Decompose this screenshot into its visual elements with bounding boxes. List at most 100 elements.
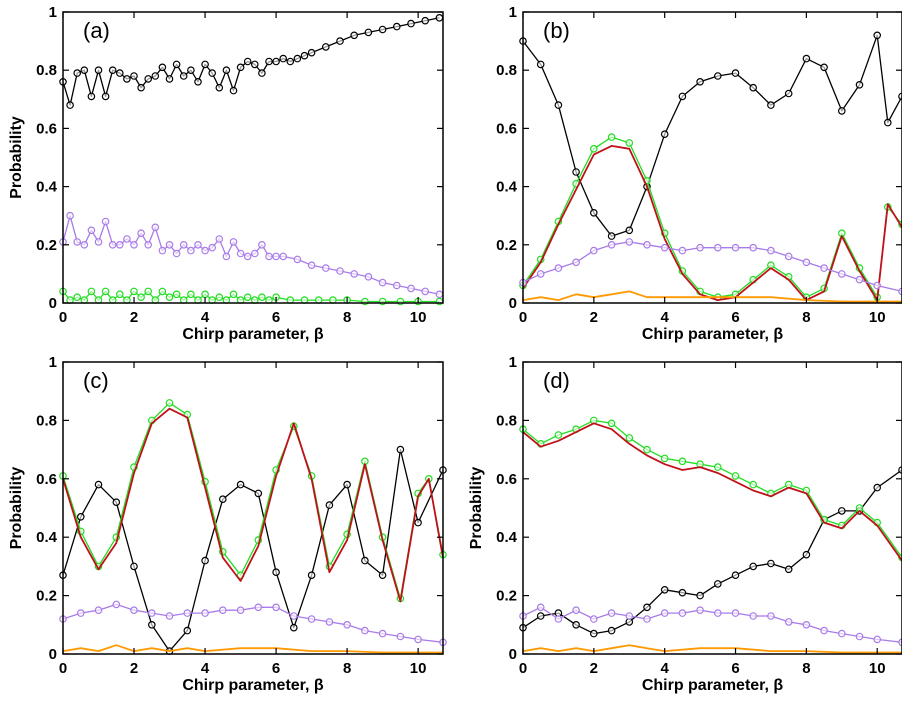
data-point: [660, 130, 669, 139]
data-point: [222, 252, 231, 261]
data-point: [713, 463, 722, 471]
x-tick-label: 0: [519, 660, 527, 677]
data-point: [378, 25, 387, 34]
data-point: [625, 139, 634, 147]
data-point: [254, 489, 263, 498]
data-point: [361, 556, 369, 565]
x-tick-label: 10: [410, 660, 427, 677]
data-point: [272, 568, 280, 577]
series-line: [522, 419, 902, 558]
data-point: [660, 609, 669, 617]
data-point: [165, 399, 174, 407]
data-point: [325, 501, 334, 509]
data-point: [855, 275, 864, 284]
y-tick-label: 0: [509, 295, 517, 312]
data-point: [77, 609, 85, 617]
x-tick-label: 2: [590, 660, 598, 677]
data-point: [625, 226, 634, 235]
x-tick-label: 8: [802, 660, 810, 677]
data-point: [572, 606, 580, 615]
data-point: [572, 258, 580, 267]
data-point: [435, 13, 444, 22]
data-point: [643, 615, 651, 623]
x-tick-label: 4: [661, 309, 670, 326]
data-point: [258, 241, 266, 249]
data-point: [112, 600, 121, 609]
data-point: [589, 209, 598, 217]
y-tick-label: 0.2: [496, 237, 517, 254]
data-point: [289, 623, 298, 632]
y-tick-label: 0.8: [496, 412, 517, 429]
series-line: [62, 644, 443, 654]
panel-label: (d): [543, 368, 570, 393]
data-point: [749, 243, 758, 252]
data-point: [272, 252, 280, 261]
x-tick-label: 8: [802, 309, 810, 326]
data-point: [236, 63, 245, 72]
data-point: [137, 229, 145, 238]
series-line: [522, 606, 902, 643]
y-tick-label: 0.2: [496, 588, 517, 605]
x-tick-label: 0: [519, 309, 527, 326]
data-point: [802, 54, 811, 63]
data-point: [165, 241, 174, 249]
data-point: [589, 615, 598, 623]
data-point: [855, 81, 864, 89]
y-axis-label: Probability: [468, 467, 485, 550]
data-point: [137, 83, 145, 92]
data-point: [350, 31, 359, 40]
data-point: [625, 238, 634, 246]
data-point: [421, 287, 430, 296]
data-point: [713, 580, 722, 588]
x-tick-label: 10: [410, 309, 427, 326]
data-point: [883, 118, 892, 127]
data-point: [87, 226, 96, 235]
data-point: [378, 629, 387, 638]
data-point: [112, 498, 121, 507]
x-tick-label: 6: [272, 309, 280, 326]
data-point: [272, 57, 280, 66]
data-point: [101, 92, 110, 101]
data-point: [660, 243, 669, 252]
data-point: [201, 60, 209, 69]
data-point: [536, 603, 545, 612]
data-point: [364, 272, 373, 281]
data-point: [421, 16, 430, 25]
data-point: [116, 69, 124, 77]
data-point: [272, 603, 280, 612]
data-point: [731, 69, 740, 77]
data-point: [179, 72, 188, 80]
data-point: [873, 281, 882, 290]
x-tick-label: 4: [661, 660, 670, 677]
data-point: [148, 609, 156, 617]
data-point: [378, 278, 387, 287]
data-point: [144, 75, 153, 83]
data-point: [589, 629, 598, 638]
series-line: [522, 422, 902, 562]
data-point: [731, 609, 740, 617]
series-line: [522, 144, 902, 302]
data-point: [94, 480, 103, 489]
y-axis-label: Probability: [8, 116, 25, 199]
data-point: [607, 232, 616, 240]
data-point: [731, 571, 740, 580]
x-tick-label: 8: [343, 309, 351, 326]
data-point: [289, 612, 298, 620]
x-axis-label: Chirp parameter, β: [642, 326, 784, 343]
data-point: [215, 293, 224, 302]
data-point: [660, 454, 669, 463]
data-point: [236, 480, 245, 489]
data-point: [678, 588, 687, 597]
data-point: [279, 252, 288, 261]
y-tick-label: 0.6: [496, 120, 517, 137]
y-tick-label: 0.8: [36, 412, 57, 429]
data-point: [414, 635, 422, 644]
data-point: [392, 281, 401, 290]
data-point: [158, 287, 167, 296]
data-point: [165, 612, 174, 620]
data-point: [572, 620, 580, 629]
data-point: [343, 620, 351, 629]
data-point: [108, 66, 117, 75]
data-point: [243, 57, 252, 66]
y-tick-label: 0: [49, 295, 57, 312]
